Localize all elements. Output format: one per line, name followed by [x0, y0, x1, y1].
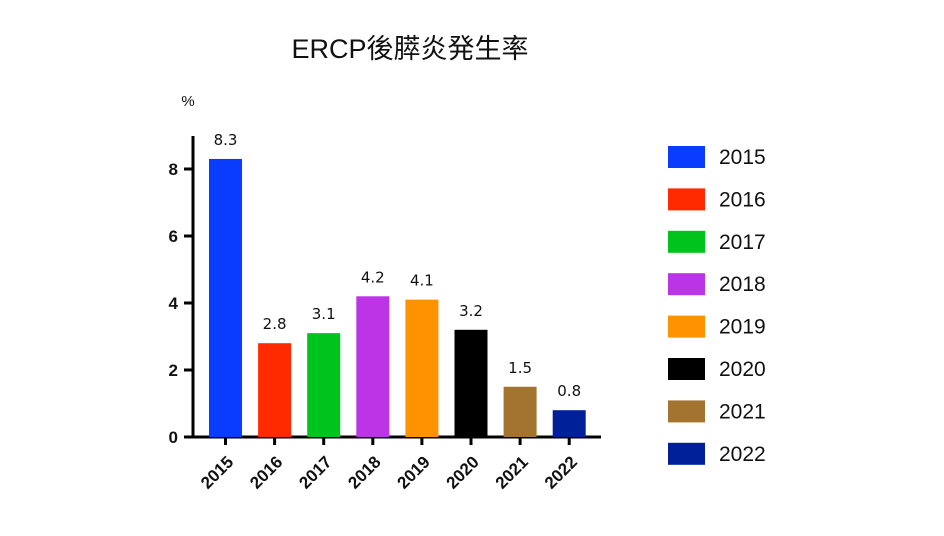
legend-item-2020: 2020	[668, 358, 766, 381]
data-label-2018: 4.2	[361, 268, 385, 286]
legend-label: 2016	[719, 188, 766, 211]
data-label-2021: 1.5	[508, 359, 532, 377]
legend-label: 2018	[719, 273, 766, 296]
legend-swatch	[668, 400, 705, 423]
x-tick-label-2022: 2022	[541, 452, 581, 492]
legend-item-2015: 2015	[668, 146, 766, 169]
legend-swatch	[668, 230, 705, 253]
x-tick-label-2015: 2015	[197, 452, 237, 492]
y-axis-unit-label: %	[181, 93, 194, 110]
legend: 2015 2016 2017 2018 2019 2020 2021 2022	[668, 146, 766, 466]
x-axis-tick-labels: 2015 2016 2017 2018 2019 2020 2021 2022	[197, 437, 581, 493]
bar-2018	[356, 296, 390, 437]
y-tick-label: 6	[169, 227, 178, 246]
y-tick-label: 2	[169, 361, 178, 380]
legend-label: 2019	[719, 316, 766, 339]
data-label-2017: 3.1	[312, 305, 336, 323]
bar-2020	[454, 329, 488, 437]
data-label-2022: 0.8	[557, 382, 581, 400]
legend-item-2018: 2018	[668, 273, 766, 296]
legend-swatch	[668, 442, 705, 465]
x-tick-label-2017: 2017	[295, 452, 335, 492]
x-tick-label-2019: 2019	[394, 452, 434, 492]
x-tick-label-2016: 2016	[246, 452, 286, 492]
bar-2019	[405, 299, 439, 437]
legend-label: 2022	[719, 443, 766, 466]
chart-title: ERCP後膵炎発生率	[291, 34, 528, 64]
y-tick-label: 8	[169, 160, 178, 179]
x-tick-label-2018: 2018	[344, 452, 384, 492]
x-tick-label-2021: 2021	[492, 452, 532, 492]
bar-2016	[258, 343, 292, 437]
legend-label: 2015	[719, 146, 766, 169]
legend-swatch	[668, 315, 705, 338]
bars	[209, 158, 586, 437]
data-label-2020: 3.2	[459, 302, 483, 320]
y-tick-label: 4	[169, 294, 179, 313]
legend-label: 2020	[719, 358, 766, 381]
legend-swatch	[668, 146, 705, 168]
bar-2017	[307, 333, 341, 437]
y-tick-label: 0	[169, 428, 178, 447]
bar-2015	[209, 158, 242, 437]
legend-item-2022: 2022	[668, 442, 766, 466]
legend-item-2016: 2016	[668, 188, 766, 211]
legend-swatch	[668, 188, 705, 211]
x-tick-label-2020: 2020	[443, 452, 483, 492]
legend-swatch	[668, 358, 705, 380]
bar-2021	[503, 386, 537, 437]
data-label-2015: 8.3	[214, 131, 238, 149]
bar-2022	[552, 410, 586, 437]
data-label-2019: 4.1	[410, 272, 434, 290]
legend-label: 2017	[719, 231, 766, 254]
legend-item-2017: 2017	[668, 230, 766, 254]
legend-item-2019: 2019	[668, 315, 766, 339]
legend-label: 2021	[719, 400, 766, 423]
data-label-2016: 2.8	[263, 315, 287, 333]
legend-item-2021: 2021	[668, 400, 766, 423]
legend-swatch	[668, 273, 705, 296]
data-labels: 8.3 2.8 3.1 4.2 4.1 3.2 1.5 0.8	[214, 131, 582, 400]
